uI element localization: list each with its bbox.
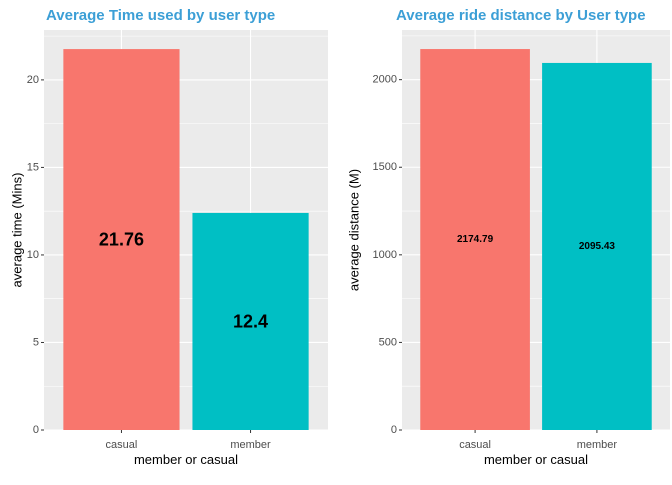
x-tick-label-member: member (230, 439, 271, 451)
bar-value-label-casual: 2174.79 (457, 234, 494, 245)
x-tick-label-casual: casual (459, 439, 491, 451)
y-tick-label: 2000 (373, 74, 397, 86)
y-tick-label: 500 (379, 336, 397, 348)
chart-title: Average ride distance by User type (396, 7, 646, 24)
y-tick-label: 1000 (373, 249, 397, 261)
y-axis-title: average time (Mins) (10, 173, 25, 288)
x-axis-title: member or casual (134, 452, 238, 467)
bar-value-label-casual: 21.76 (99, 230, 144, 250)
x-axis-title: member or casual (484, 452, 588, 467)
x-tick-label-casual: casual (106, 439, 138, 451)
bar-casual (420, 49, 530, 431)
bar-casual (63, 49, 180, 430)
bar-value-label-member: 2095.43 (579, 241, 616, 252)
y-tick-label: 1500 (373, 161, 397, 173)
x-tick-label-member: member (577, 439, 618, 451)
y-tick-label: 15 (27, 161, 39, 173)
bar-member (192, 212, 309, 430)
chart-title: Average Time used by user type (46, 7, 275, 24)
bar-member (542, 62, 652, 431)
y-tick-label: 20 (27, 74, 39, 86)
y-tick-label: 0 (33, 424, 39, 436)
y-tick-label: 10 (27, 249, 39, 261)
y-tick-label: 0 (391, 424, 397, 436)
y-tick-label: 5 (33, 336, 39, 348)
y-axis-title: average distance (M) (347, 169, 362, 291)
bar-value-label-member: 12.4 (233, 311, 268, 331)
